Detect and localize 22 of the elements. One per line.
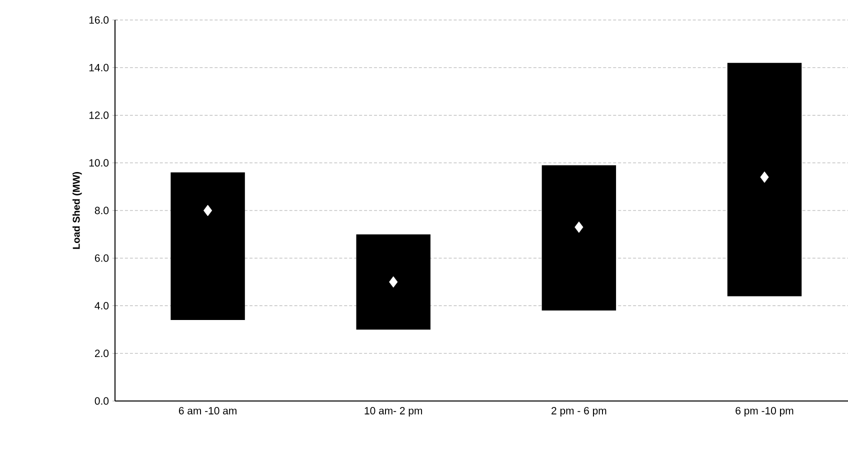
y-tick-label: 12.0 <box>89 112 109 119</box>
y-tick-label: 8.0 <box>94 206 109 214</box>
point <box>574 221 584 233</box>
bar <box>727 62 802 296</box>
x-tick-label: 6 pm -10 pm <box>736 407 794 416</box>
y-tick-label: 16.0 <box>89 16 109 24</box>
x-tick-label: 2 pm - 6 pm <box>552 407 606 416</box>
bar <box>542 165 616 311</box>
y-tick-label: 2.0 <box>94 350 109 358</box>
y-tick-label: 10.0 <box>89 159 109 167</box>
y-axis-title: Load Shed (MW) <box>72 172 82 249</box>
y-tick-label: 14.0 <box>89 64 109 72</box>
x-tick-label: 10 am- 2 pm <box>364 407 422 416</box>
point <box>389 276 398 288</box>
y-tick-label: 0.0 <box>94 397 109 405</box>
y-tick-label: 4.0 <box>94 302 109 310</box>
bar <box>170 172 245 320</box>
bar <box>356 234 430 330</box>
x-tick-label: 6 am -10 am <box>178 407 236 414</box>
point <box>203 204 212 216</box>
y-tick-label: 6.0 <box>94 254 109 262</box>
point <box>760 171 769 183</box>
